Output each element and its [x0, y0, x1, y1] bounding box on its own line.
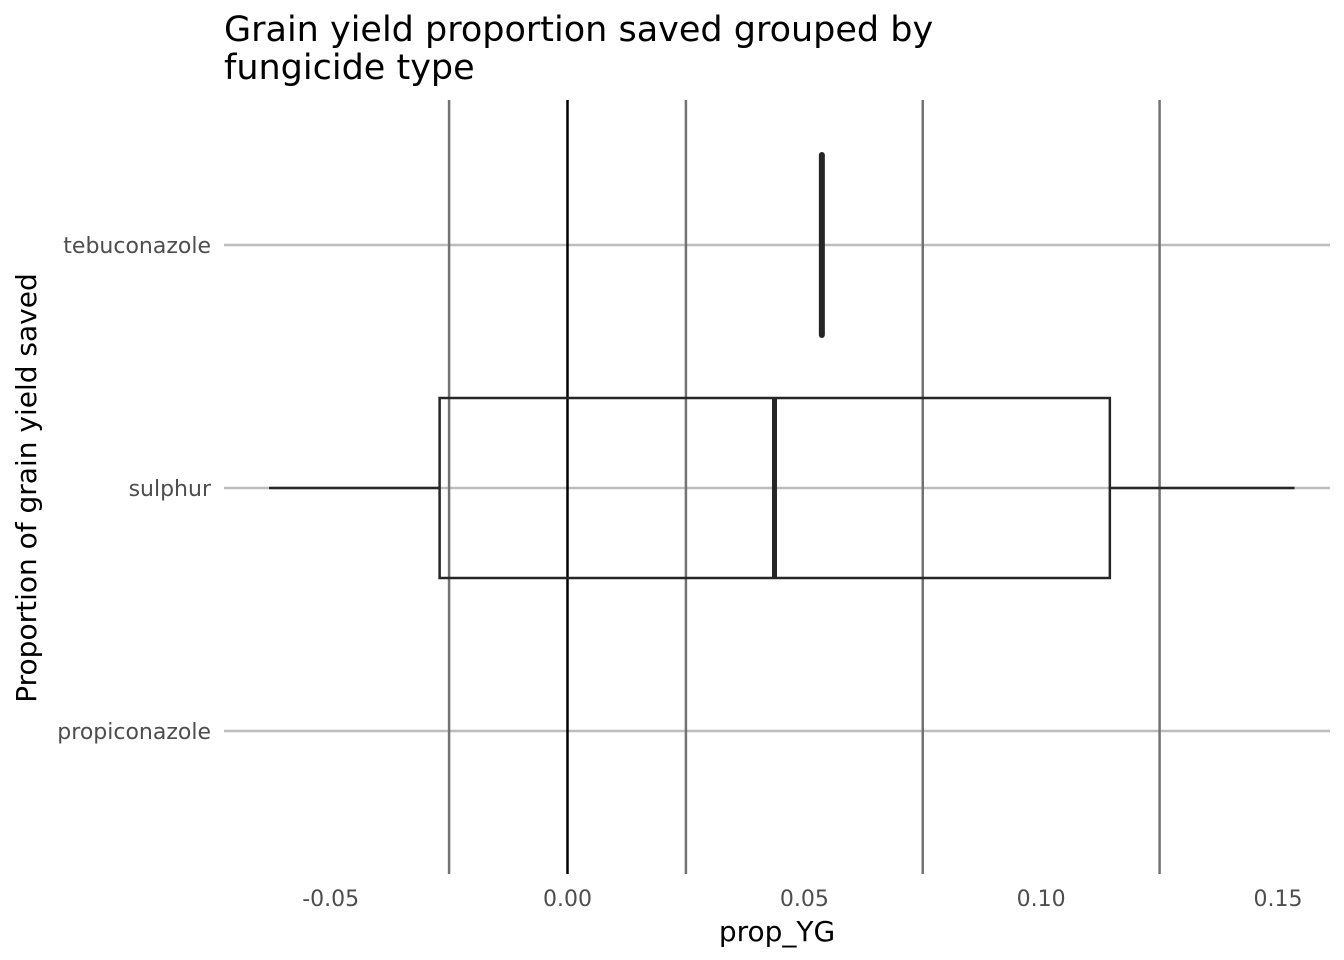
y-tick-label-tebuconazole: tebuconazole [63, 234, 211, 259]
tick-layer: -0.05 0.00 0.05 0.10 0.15 tebuconazole sulphur… [57, 234, 1302, 912]
chart-title: Grain yield proportion saved grouped by … [224, 10, 933, 88]
x-tick-label: -0.05 [302, 887, 359, 912]
x-tick-label: 0.05 [780, 887, 829, 912]
chart-title-line-1: Grain yield proportion saved grouped by [224, 10, 933, 50]
x-tick-label: 0.15 [1254, 887, 1303, 912]
x-tick-label: 0.10 [1017, 887, 1066, 912]
box-layer [269, 152, 1295, 580]
y-axis-title: Proportion of grain yield saved [10, 273, 43, 702]
x-axis-title: prop_YG [719, 915, 835, 948]
y-tick-label-propiconazole: propiconazole [57, 720, 211, 745]
y-tick-label-sulphur: sulphur [129, 477, 212, 502]
x-tick-label: 0.00 [543, 887, 592, 912]
chart-title-line-2: fungicide type [224, 48, 475, 88]
